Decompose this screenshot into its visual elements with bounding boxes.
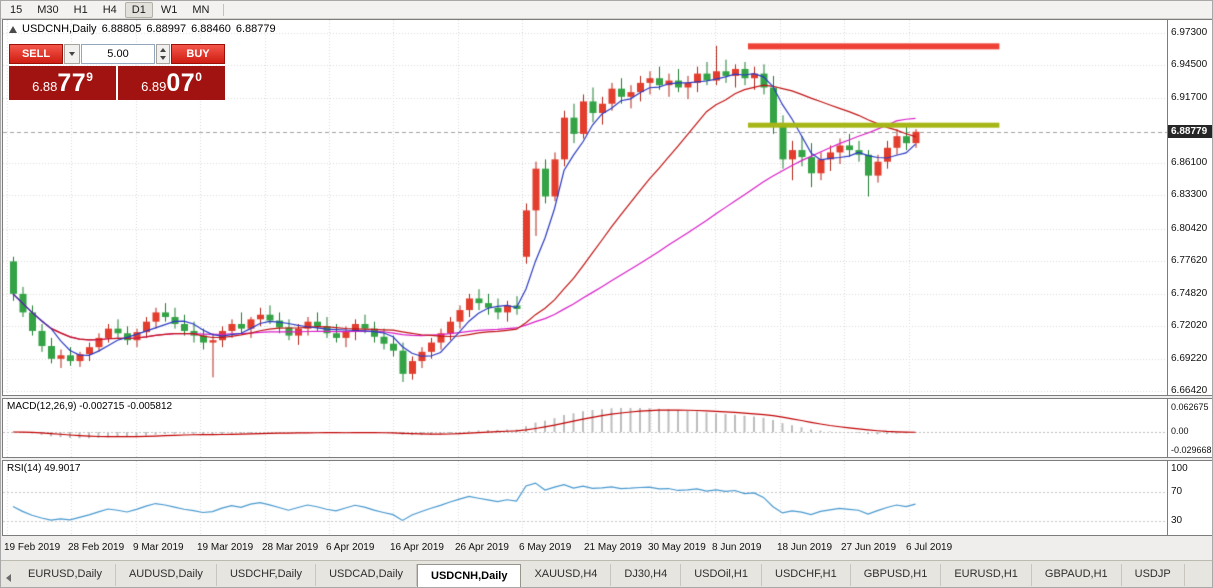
time-axis-label: 19 Mar 2019 [197,542,254,553]
time-axis-label: 18 Jun 2019 [777,542,833,553]
chart-tab-usdcnh-daily[interactable]: USDCNH,Daily [417,564,522,587]
chart-tab-audusd-daily[interactable]: AUDUSD,Daily [115,564,217,586]
current-price-tag: 6.88779 [1168,124,1212,138]
time-axis-label: 8 Jun 2019 [712,542,762,553]
rsi-axis-70: 70 [1171,486,1183,497]
sell-button[interactable]: SELL [9,44,63,64]
sell-price-pipette: 9 [86,70,93,84]
ohlc-close: 6.88779 [235,23,276,35]
buy-price-display[interactable]: 6.89 07 0 [118,66,225,100]
time-axis-label: 28 Feb 2019 [68,542,125,553]
time-axis-label: 9 Mar 2019 [133,542,184,553]
chart-tab-gbpusd-h1[interactable]: GBPUSD,H1 [850,564,942,586]
price-axis-label: 6.72020 [1171,320,1208,332]
symbol-marker-icon [9,25,17,33]
timeframe-toolbar: 15 M30 H1 H4 D1 W1 MN [1,1,1212,19]
chart-tab-usdchf-h1[interactable]: USDCHF,H1 [762,564,851,586]
macd-axis: 0.062675 0.00 -0.029668 [1167,399,1212,457]
ohlc-high: 6.88997 [146,23,187,35]
chart-symbol-label: USDCNH,Daily [22,23,97,35]
chevron-up-icon [160,48,166,53]
price-axis-label: 6.94500 [1171,59,1208,71]
price-axis-label: 6.77620 [1171,255,1208,267]
chart-tab-usdchf-daily[interactable]: USDCHF,Daily [216,564,317,586]
one-click-trading-panel: SELL BUY 6.88 77 9 6.89 07 0 [9,44,225,100]
buy-price-pips: 07 [166,69,196,97]
time-axis-label: 6 Jul 2019 [906,542,953,553]
rsi-axis-30: 30 [1171,515,1183,526]
price-axis-label: 6.80420 [1171,222,1208,234]
macd-axis-zero: 0.00 [1171,426,1189,436]
price-axis-label: 6.69220 [1171,352,1208,364]
ohlc-open: 6.88805 [101,23,142,35]
rsi-panel: RSI(14) 49.9017 100 70 30 [2,460,1212,536]
rsi-axis: 100 70 30 [1167,461,1212,535]
chart-tab-usdjp[interactable]: USDJP [1121,564,1185,586]
timeframe-15[interactable]: 15 [10,3,23,16]
chart-tab-usdcad-daily[interactable]: USDCAD,Daily [316,564,418,586]
chevron-down-icon [160,55,166,60]
timeframe-mn[interactable]: MN [192,3,210,16]
time-axis-label: 16 Apr 2019 [390,542,444,553]
chart-tab-usdoil-h1[interactable]: USDOil,H1 [681,564,762,586]
macd-plot [3,399,1167,457]
price-axis-label: 6.97300 [1171,27,1208,39]
ohlc-header: USDCNH,Daily 6.88805 6.88997 6.88460 6.8… [9,23,276,35]
toolbar-separator [223,3,225,16]
volume-input[interactable] [81,44,155,64]
chart-tab-eurusd-daily[interactable]: EURUSD,Daily [15,564,116,586]
macd-canvas[interactable] [3,399,1167,457]
macd-axis-max: 0.062675 [1171,402,1209,412]
chart-tab-bar: EURUSD,Daily AUDUSD,Daily USDCHF,Daily USDC… [1,560,1212,587]
time-axis-label: 26 Apr 2019 [455,542,509,553]
timeframe-m30[interactable]: M30 [37,3,59,16]
price-axis-label: 6.74820 [1171,287,1208,299]
time-axis-label: 6 Apr 2019 [326,542,375,553]
rsi-plot [3,461,1167,535]
time-axis-label: 30 May 2019 [648,542,706,553]
buy-button[interactable]: BUY [171,44,225,64]
chart-tab-dj30-h4[interactable]: DJ30,H4 [611,564,682,586]
macd-panel: MACD(12,26,9) -0.002715 -0.005812 0.0626… [2,398,1212,458]
chevron-left-icon [5,573,11,582]
macd-label: MACD(12,26,9) -0.002715 -0.005812 [7,401,173,412]
buy-price-pipette: 0 [195,70,202,84]
timeframe-w1[interactable]: W1 [160,3,178,16]
ohlc-low: 6.88460 [191,23,231,35]
rsi-axis-100: 100 [1171,463,1188,474]
time-axis-label: 28 Mar 2019 [262,542,319,553]
sell-price-base: 6.88 [32,79,58,94]
chart-tab-bar-items: EURUSD,Daily AUDUSD,Daily USDCHF,Daily USDC… [15,564,1185,587]
timeframe-h1[interactable]: H1 [73,3,88,16]
time-axis-label: 19 Feb 2019 [4,542,61,553]
chevron-down-icon [69,52,75,56]
time-axis: 19 Feb 2019 28 Feb 2019 9 Mar 2019 19 Mar 2… [2,537,1212,559]
sell-price-pips: 77 [57,69,87,97]
volume-stepper[interactable] [156,44,170,64]
time-axis-label: 21 May 2019 [584,542,642,553]
tab-scroll-left-button[interactable] [1,567,15,587]
chart-tab-gbpaud-h1[interactable]: GBPAUD,H1 [1031,564,1122,586]
macd-axis-min: -0.029668 [1171,445,1212,455]
rsi-label: RSI(14) 49.9017 [7,463,81,474]
time-axis-label: 27 Jun 2019 [841,542,897,553]
price-axis-label: 6.91700 [1171,91,1208,103]
timeframe-h4[interactable]: H4 [102,3,117,16]
timeframe-d1[interactable]: D1 [124,1,153,18]
rsi-canvas[interactable] [3,461,1167,535]
buy-price-base: 6.89 [141,79,167,94]
price-axis-label: 6.66420 [1171,385,1208,396]
time-axis-label: 6 May 2019 [519,542,572,553]
sell-price-display[interactable]: 6.88 77 9 [9,66,116,100]
main-chart-panel: USDCNH,Daily 6.88805 6.88997 6.88460 6.8… [2,19,1212,396]
chart-tab-xauusd-h4[interactable]: XAUUSD,H4 [521,564,612,586]
volume-dropdown-button[interactable] [64,44,80,64]
price-axis-label: 6.83300 [1171,189,1208,201]
price-axis: 6.97300 6.94500 6.91700 6.86100 6.83300 6.804… [1167,20,1212,396]
chart-tab-eurusd-h1[interactable]: EURUSD,H1 [941,564,1032,586]
price-axis-label: 6.86100 [1171,156,1208,168]
